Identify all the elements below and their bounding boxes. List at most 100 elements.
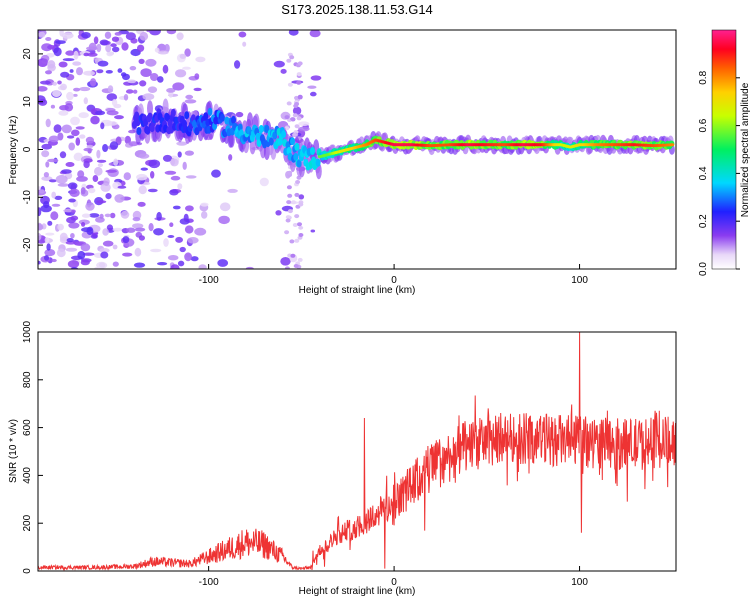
heatmap-cell [68, 142, 75, 151]
heatmap-cell [184, 252, 193, 262]
heatmap-cell [66, 91, 74, 101]
heatmap-cell [120, 72, 127, 77]
heatmap-cell [294, 238, 300, 243]
heatmap-cell [167, 255, 179, 261]
heatmap-cell [38, 223, 44, 231]
heatmap-cell [139, 31, 149, 41]
heatmap-cell [289, 55, 295, 60]
heatmap-cell [296, 80, 302, 85]
heatmap-cell [129, 66, 137, 71]
heatmap-y-ticks: -20 -10 0 10 20 [22, 48, 43, 252]
heatmap-cell [38, 31, 46, 38]
heatmap-cell [59, 151, 67, 159]
heatmap-cell [105, 193, 112, 200]
heatmap-cell [309, 30, 321, 38]
heatmap-cell [194, 227, 207, 236]
heatmap-x-ticks: -100 0 100 [199, 264, 588, 286]
heatmap-cell [51, 258, 57, 263]
heatmap-cell [125, 89, 134, 94]
heatmap-cell [310, 229, 316, 233]
heatmap-cell [106, 51, 114, 57]
heatmap-cell [172, 205, 181, 210]
heatmap-cell [179, 246, 186, 253]
heatmap-cell [97, 60, 109, 67]
heatmap-cell [45, 37, 52, 41]
heatmap-cell [103, 177, 110, 186]
heatmap-cell [292, 132, 298, 137]
heatmap-cell [176, 141, 188, 146]
heatmap-cell [156, 211, 162, 221]
heatmap-cell [67, 260, 80, 268]
heatmap-cell [134, 247, 142, 257]
heatmap-cell [272, 131, 278, 140]
heatmap-cell [287, 82, 293, 87]
heatmap-cell [82, 252, 95, 256]
heatmap-cell [81, 32, 91, 39]
heatmap-cell [132, 217, 141, 222]
heatmap-cell [45, 118, 51, 128]
heatmap-cell [138, 58, 145, 64]
heatmap-cell [307, 85, 317, 89]
heatmap-cell [198, 264, 207, 269]
heatmap-cell [60, 83, 67, 91]
heatmap-cell [293, 264, 299, 268]
heatmap-cell [76, 67, 83, 76]
heatmap-cell [170, 175, 181, 181]
heatmap-cell [294, 192, 300, 197]
heatmap-cell [120, 210, 130, 219]
heatmap-cell [85, 202, 95, 211]
heatmap-cell [150, 73, 159, 81]
heatmap-cell [80, 259, 90, 266]
x-tick-label: 0 [391, 275, 397, 286]
heatmap-cell [157, 76, 164, 83]
heatmap-cell [97, 163, 103, 168]
heatmap-cell [90, 234, 98, 239]
y-tick-label: 600 [22, 419, 33, 436]
heatmap-cell [112, 46, 120, 53]
heatmap-cell [238, 31, 247, 38]
heatmap-cell [147, 188, 158, 193]
heatmap-cell [211, 169, 221, 178]
heatmap-cell [62, 58, 75, 62]
heatmap-cell [245, 266, 254, 269]
heatmap-cell [207, 107, 213, 116]
heatmap-cell [184, 99, 197, 104]
heatmap-cell [297, 257, 303, 262]
heatmap-cell [157, 50, 169, 55]
heatmap-cell [104, 31, 112, 39]
heatmap-cell [284, 230, 290, 235]
heatmap-cell [170, 158, 179, 167]
heatmap-cell [88, 187, 96, 194]
heatmap-cell [169, 189, 179, 196]
heatmap-cell [235, 111, 244, 118]
heatmap-cell [187, 237, 199, 244]
heatmap-cell [122, 236, 130, 244]
heatmap-cell [65, 162, 75, 167]
heatmap-cell [106, 224, 113, 231]
heatmap-cell [296, 116, 302, 121]
heatmap-cell [154, 47, 160, 53]
heatmap-cell [71, 129, 80, 137]
heatmap-cell [112, 261, 119, 267]
heatmap-cell [291, 200, 297, 205]
heatmap-cell [150, 248, 162, 253]
heatmap-cell [68, 198, 76, 203]
heatmap-cell [183, 213, 189, 222]
y-tick-label: 400 [22, 467, 33, 484]
heatmap-cell [296, 72, 302, 77]
heatmap-cell [162, 64, 169, 74]
heatmap-cell [148, 223, 154, 232]
heatmap-cell [105, 70, 113, 74]
heatmap-cell [47, 44, 56, 50]
heatmap-cell [104, 213, 111, 218]
heatmap-cell [256, 138, 262, 147]
heatmap-x-label: Height of straight line (km) [299, 285, 416, 296]
heatmap-cell [290, 253, 296, 258]
heatmap-cell [169, 222, 174, 227]
heatmap-cell [182, 161, 187, 170]
heatmap-cell [137, 44, 145, 52]
heatmap-cell [58, 110, 69, 116]
heatmap-cell [73, 50, 79, 60]
